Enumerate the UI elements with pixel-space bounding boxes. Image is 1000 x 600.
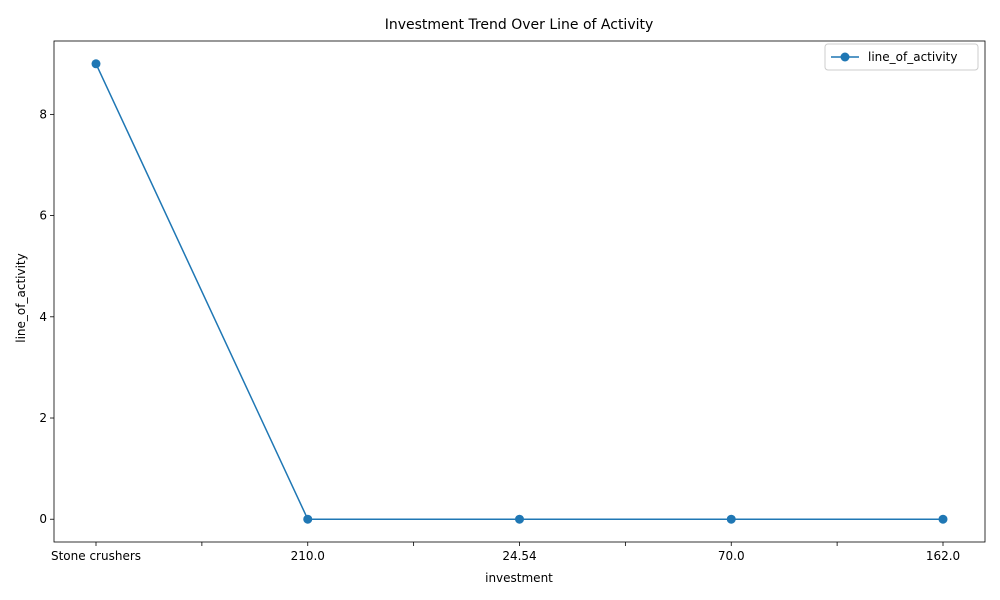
data-point — [726, 514, 736, 524]
legend-box — [824, 43, 979, 71]
legend-label: line_of_activity — [868, 50, 957, 64]
y-tick-label: 2 — [39, 411, 47, 425]
y-axis-label: line_of_activity — [14, 253, 28, 342]
x-tick-label: 24.54 — [502, 549, 536, 563]
y-tick-label: 8 — [39, 107, 47, 121]
data-point — [938, 514, 948, 524]
y-tick-label: 6 — [39, 209, 47, 223]
y-tick-label: 4 — [39, 310, 47, 324]
data-point — [515, 514, 524, 524]
x-tick-label: 210.0 — [291, 549, 325, 563]
y-tick-label: 0 — [39, 512, 47, 526]
data-point — [91, 59, 101, 69]
legend: line_of_activity — [824, 43, 979, 71]
x-axis-label: investment — [485, 571, 553, 585]
chart-title: Investment Trend Over Line of Activity — [385, 17, 654, 33]
x-tick-label: 162.0 — [926, 549, 960, 563]
legend-marker — [840, 52, 850, 62]
x-tick-label: 70.0 — [718, 549, 745, 563]
plot-area: 0 2 4 6 8 Stone crushers 210.0 24.54 70.0 162.0 — [39, 40, 986, 563]
data-point — [303, 514, 313, 524]
x-tick-label: Stone crushers — [51, 549, 141, 563]
